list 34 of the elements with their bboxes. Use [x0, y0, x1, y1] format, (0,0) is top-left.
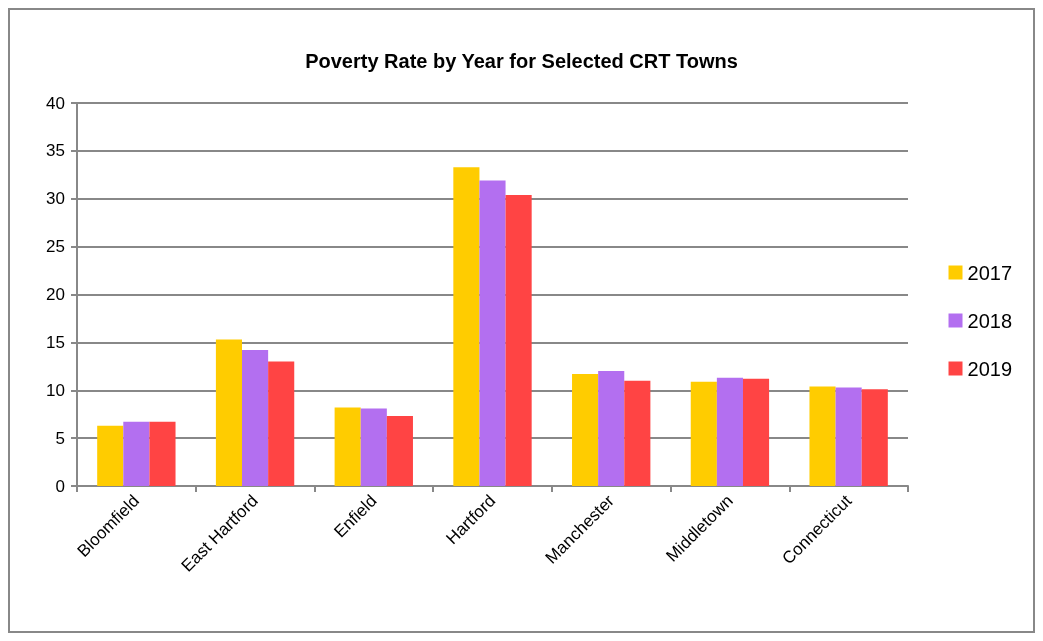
bar [386, 416, 413, 486]
legend-label: 2017 [967, 261, 1013, 284]
bar [360, 408, 387, 486]
y-tick-label: 20 [46, 285, 65, 304]
bar [572, 373, 599, 486]
bar [268, 361, 295, 486]
bar [835, 387, 862, 486]
bar [479, 180, 506, 486]
y-tick-label: 15 [46, 332, 65, 352]
bar [861, 389, 888, 486]
bar [123, 421, 150, 486]
bar [149, 421, 176, 486]
y-tick-label: 35 [46, 141, 65, 161]
bar [215, 339, 243, 486]
bar [242, 350, 269, 486]
bar [97, 425, 124, 486]
bar [598, 371, 625, 486]
bar [453, 167, 480, 486]
bar [624, 380, 651, 486]
bar [716, 377, 743, 486]
legend-label: 2019 [967, 357, 1013, 380]
y-tick-label: 5 [55, 428, 65, 448]
bar [505, 194, 532, 486]
y-tick-label: 25 [46, 237, 65, 257]
y-tick-label: 0 [55, 476, 65, 496]
bar [809, 386, 836, 486]
y-tick-label: 10 [46, 380, 65, 400]
y-tick-label: 40 [46, 93, 65, 113]
legend-label: 2018 [967, 309, 1013, 332]
chart-title: Poverty Rate by Year for Selected CRT Towns [305, 50, 738, 72]
y-tick-label: 30 [46, 189, 65, 209]
bar [334, 407, 361, 486]
bar [742, 378, 770, 486]
bar [690, 381, 717, 486]
